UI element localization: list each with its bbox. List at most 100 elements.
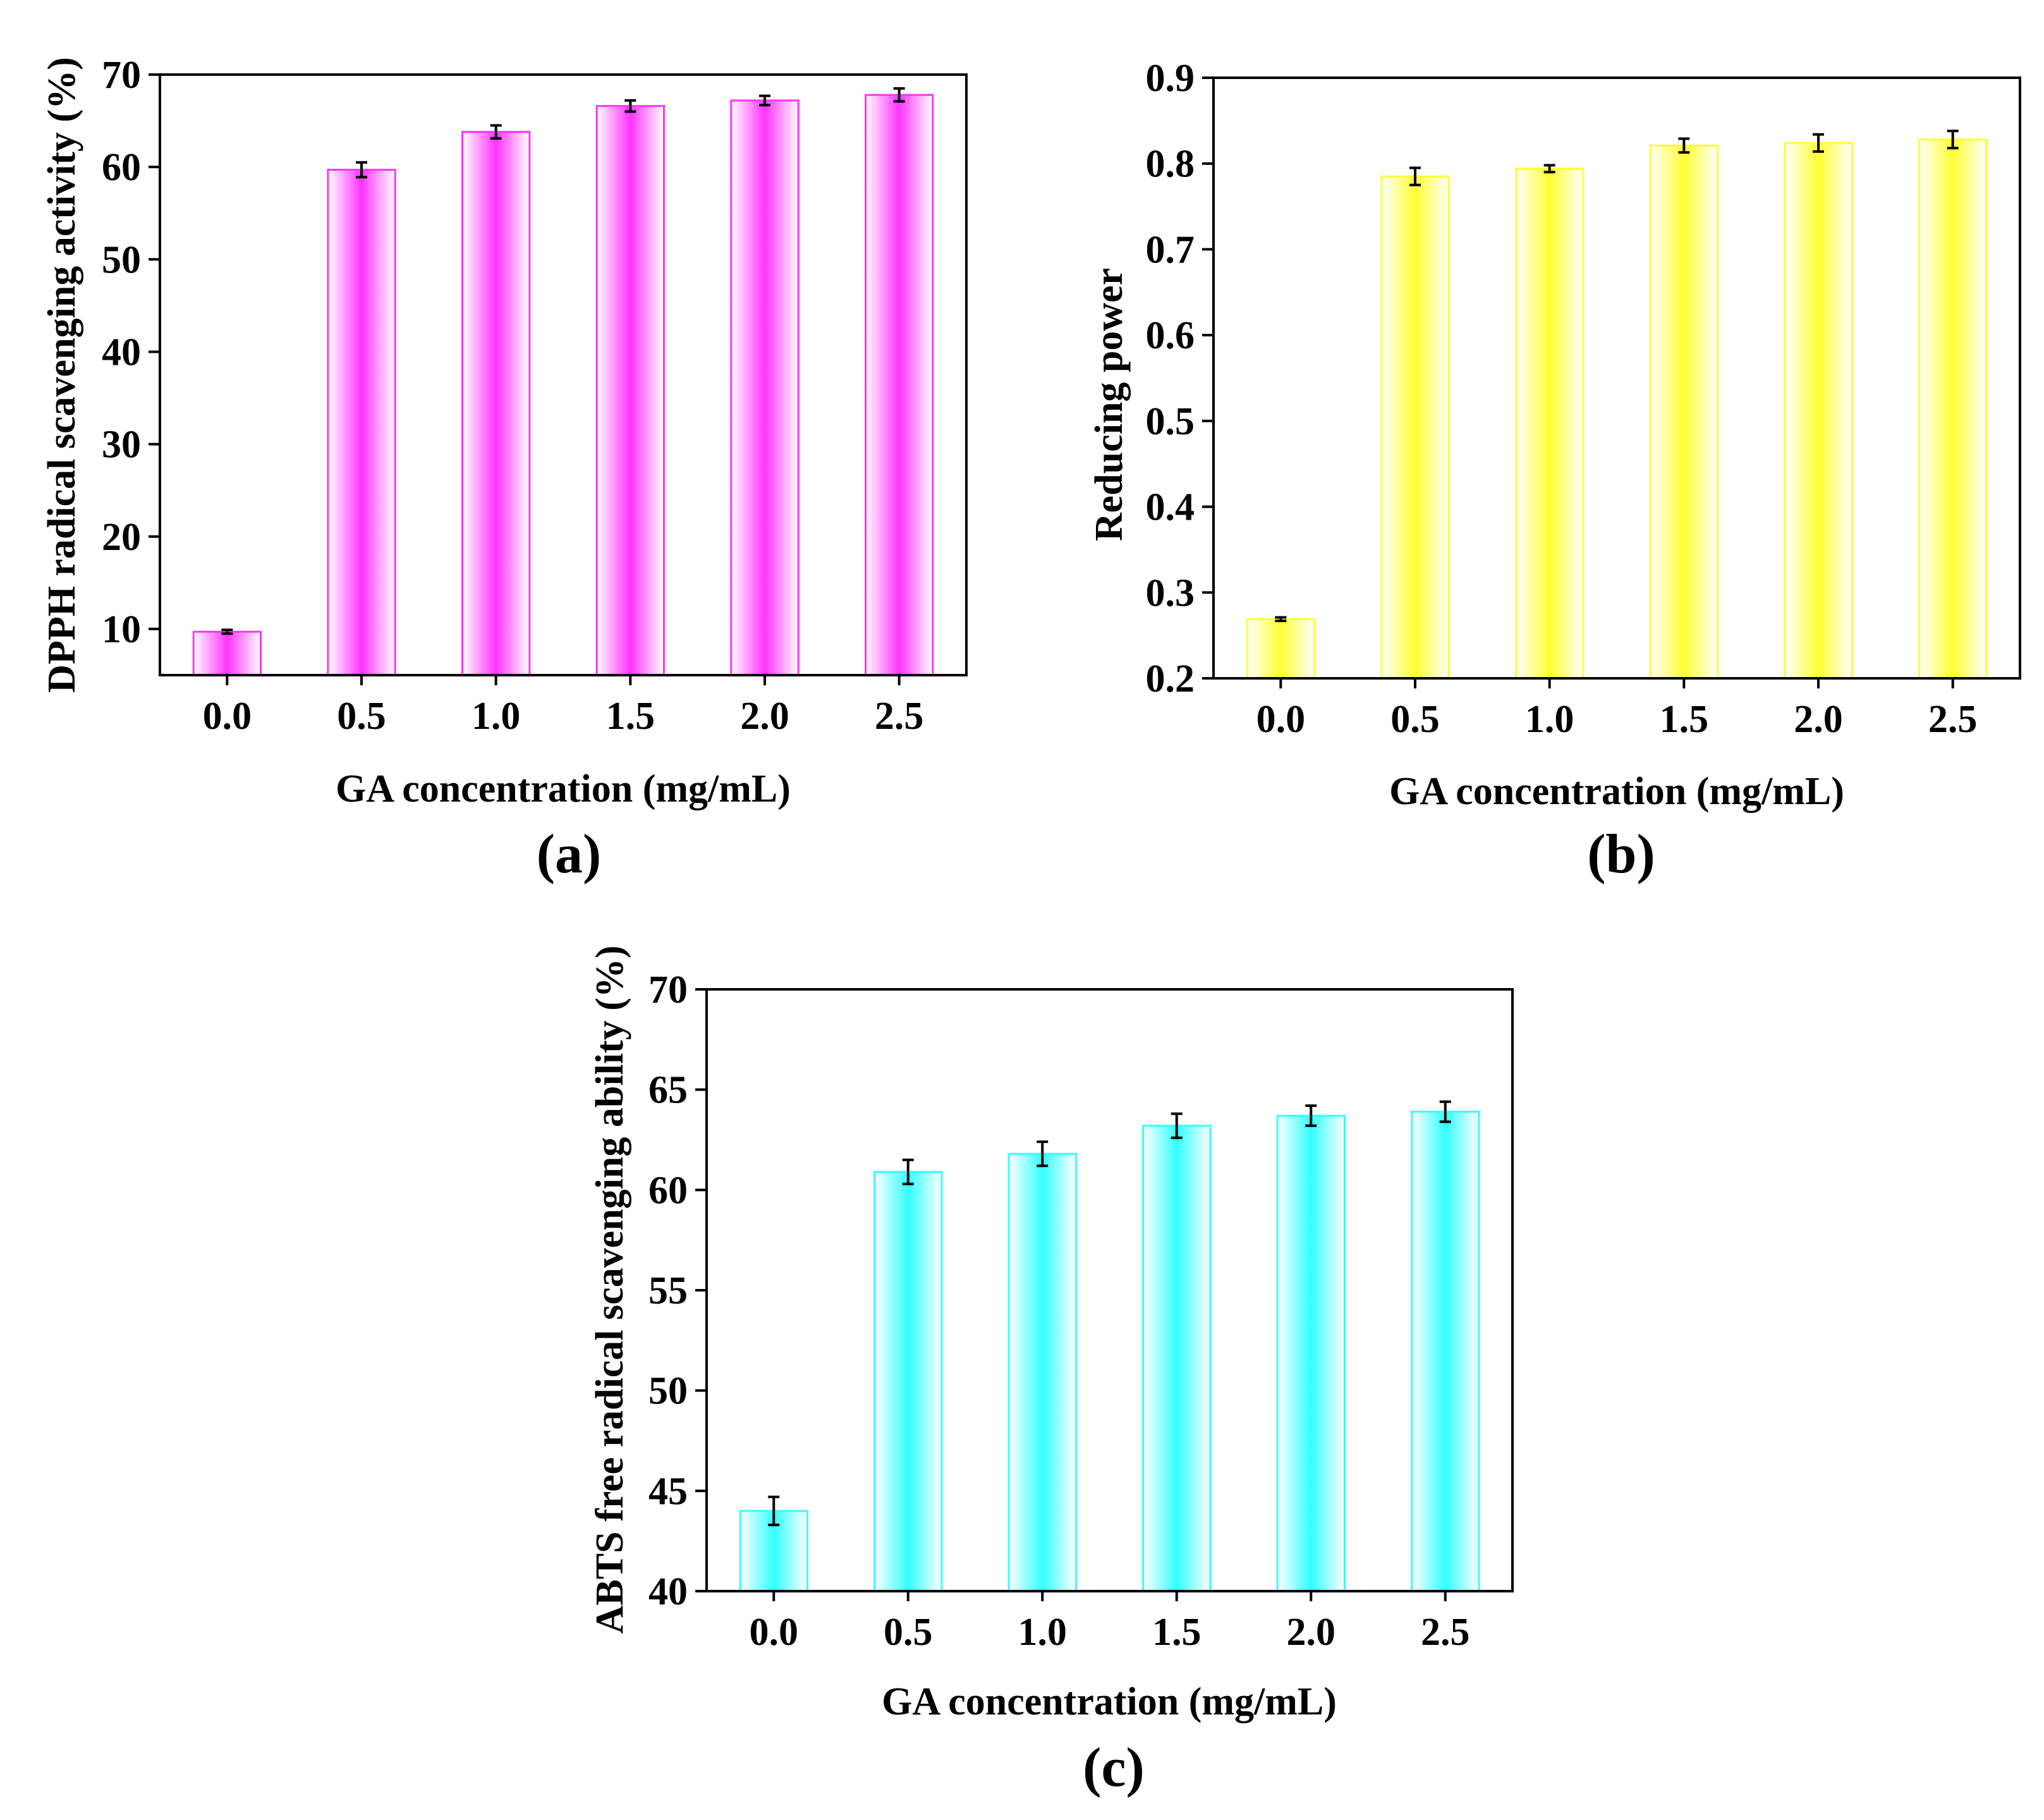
x-tick-label-b-3: 1.5: [1660, 698, 1709, 741]
error-bar-c-4: [1305, 1104, 1317, 1127]
y-ticks-c: 40 45 50 55 60 65 70: [648, 968, 707, 1613]
y-axis-label-b: Reducing power: [1088, 268, 1131, 541]
y-axis-label-a: DPPH radical scavenging activity (%): [40, 57, 83, 693]
y-tick-label-c-3: 55: [648, 1269, 688, 1312]
error-bar-b-1: [1409, 166, 1421, 186]
y-tick-label-a-2: 30: [102, 424, 141, 467]
y-tick-label-c-2: 50: [648, 1370, 688, 1413]
bar-b-1: [1380, 175, 1450, 680]
bar-a-2: [461, 131, 531, 676]
y-axis-label-c: ABTS free radical scavenging ability (%): [588, 946, 631, 1634]
error-bar-c-0: [768, 1495, 780, 1527]
y-ticks-b: 0.2 0.3 0.4 0.5 0.6 0.7 0.8 0.9: [1146, 57, 1214, 700]
y-tick-label-c-1: 45: [648, 1470, 688, 1513]
error-bar-b-2: [1543, 164, 1555, 174]
x-tick-label-b-0: 0.0: [1256, 698, 1306, 741]
y-tick-label-c-4: 60: [648, 1169, 688, 1212]
bar-c-2: [1007, 1152, 1077, 1592]
bar-b-4: [1784, 142, 1853, 680]
error-bar-a-4: [759, 94, 770, 107]
error-bar-c-2: [1037, 1140, 1049, 1168]
x-tick-label-b-5: 2.5: [1928, 698, 1978, 741]
y-tick-label-b-5: 0.7: [1146, 228, 1195, 271]
bar-c-1: [873, 1171, 943, 1592]
y-tick-label-b-7: 0.9: [1146, 57, 1195, 100]
panel-label-b: (b): [1587, 824, 1655, 885]
x-tick-label-a-5: 2.5: [875, 695, 924, 738]
x-tick-label-a-0: 0.0: [203, 695, 252, 738]
x-axis-label-c: GA concentration (mg/mL): [882, 1680, 1337, 1723]
x-axis-label-b: GA concentration (mg/mL): [1389, 770, 1844, 813]
y-tick-label-b-3: 0.5: [1146, 400, 1195, 443]
bars-c: [739, 1100, 1480, 1592]
bar-a-5: [865, 94, 934, 676]
y-tick-label-b-1: 0.3: [1146, 571, 1195, 614]
x-tick-label-c-2: 1.0: [1018, 1611, 1068, 1654]
bar-b-3: [1649, 144, 1719, 680]
error-bar-a-0: [221, 628, 233, 635]
y-tick-label-a-1: 20: [102, 516, 141, 559]
panel-a: 10 20 30 40 50 60 70 0.0 0.5 1.0 1.5 2.0 2.5 GA con…: [40, 54, 968, 885]
panel-label-c: (c): [1083, 1737, 1145, 1799]
y-tick-label-a-6: 70: [102, 54, 141, 97]
bars-a: [192, 87, 934, 676]
bar-c-4: [1276, 1115, 1346, 1592]
error-bar-b-5: [1947, 130, 1959, 150]
y-tick-label-a-3: 40: [102, 331, 141, 374]
y-tick-label-c-6: 70: [648, 968, 688, 1011]
error-bar-b-4: [1813, 133, 1824, 153]
error-bar-a-3: [624, 99, 636, 113]
x-tick-label-c-4: 2.0: [1287, 1611, 1336, 1654]
x-tick-label-b-1: 0.5: [1390, 698, 1440, 741]
panel-label-a: (a): [537, 824, 602, 885]
y-tick-label-b-0: 0.2: [1146, 657, 1195, 700]
x-tick-label-a-3: 1.5: [606, 695, 655, 738]
bar-b-2: [1515, 168, 1585, 680]
x-tick-label-c-5: 2.5: [1421, 1611, 1470, 1654]
x-ticks-c: 0.0 0.5 1.0 1.5 2.0 2.5: [750, 1591, 1470, 1654]
error-bar-c-3: [1171, 1112, 1183, 1139]
y-tick-label-c-0: 40: [648, 1570, 688, 1613]
y-ticks-a: 10 20 30 40 50 60 70: [102, 54, 160, 651]
y-tick-label-a-5: 60: [102, 146, 141, 189]
x-ticks-b: 0.0 0.5 1.0 1.5 2.0 2.5: [1256, 678, 1978, 741]
error-bar-b-3: [1678, 137, 1690, 154]
y-tick-label-b-2: 0.4: [1146, 486, 1195, 529]
y-tick-label-b-4: 0.6: [1146, 314, 1195, 357]
bar-a-3: [595, 105, 666, 676]
y-tick-label-b-6: 0.8: [1146, 143, 1195, 186]
plot-frame-c: [705, 988, 1514, 1592]
x-tick-label-c-0: 0.0: [750, 1611, 799, 1654]
plot-frame-b: [1212, 76, 2021, 680]
bar-b-0: [1246, 618, 1315, 680]
bar-a-1: [327, 169, 396, 676]
x-ticks-a: 0.0 0.5 1.0 1.5 2.0 2.5: [203, 675, 924, 738]
x-tick-label-a-4: 2.0: [740, 695, 789, 738]
panel-c: 40 45 50 55 60 65 70 0.0 0.5 1.0 1.5 2.0 2.5 GA con…: [588, 946, 1514, 1799]
x-tick-label-b-2: 1.0: [1525, 698, 1574, 741]
x-tick-label-a-1: 0.5: [337, 695, 386, 738]
x-tick-label-a-2: 1.0: [471, 695, 521, 738]
error-bar-b-0: [1275, 616, 1287, 623]
bar-c-5: [1411, 1111, 1480, 1592]
x-tick-label-c-1: 0.5: [884, 1611, 933, 1654]
error-bar-c-5: [1439, 1100, 1451, 1123]
x-axis-label-a: GA concentration (mg/mL): [336, 767, 791, 810]
error-bar-a-1: [356, 161, 367, 179]
x-tick-label-b-4: 2.0: [1794, 698, 1843, 741]
y-tick-label-a-0: 10: [102, 608, 141, 651]
bar-a-4: [730, 99, 800, 676]
bars-b: [1246, 130, 1988, 680]
bar-b-5: [1918, 138, 1988, 680]
error-bar-a-2: [490, 124, 502, 140]
y-tick-label-a-4: 50: [102, 238, 141, 281]
plot-frame-a: [159, 73, 968, 676]
panel-b: 0.2 0.3 0.4 0.5 0.6 0.7 0.8 0.9 0.0 0.5 1.0 1.5 2.0…: [1088, 57, 2021, 885]
error-bar-c-1: [902, 1158, 914, 1185]
bar-c-3: [1142, 1125, 1212, 1592]
error-bar-a-5: [893, 87, 905, 103]
y-tick-label-c-5: 65: [648, 1069, 688, 1112]
x-tick-label-c-3: 1.5: [1152, 1611, 1201, 1654]
bar-a-0: [192, 630, 262, 676]
